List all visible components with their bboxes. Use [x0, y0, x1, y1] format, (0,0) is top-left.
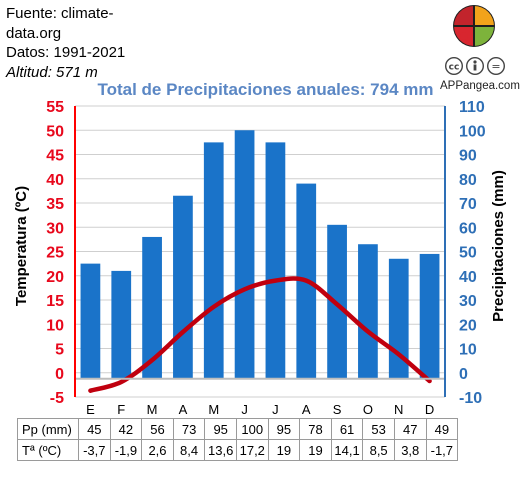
y-axis-left-label: Temperatura (ºC): [13, 186, 30, 306]
axes: [74, 106, 446, 397]
y-tick-right: 40: [459, 269, 477, 286]
period-text: Datos: 1991-2021: [6, 44, 126, 61]
table-cell: 56: [141, 418, 174, 440]
y-tick-left: 45: [46, 148, 64, 165]
precip-bar: [265, 142, 286, 379]
month-label: J: [272, 402, 279, 417]
table-cell: 73: [172, 418, 206, 440]
table-cell: 47: [393, 418, 427, 440]
table-cell: 14,1: [330, 439, 364, 461]
y-tick-right: 110: [459, 99, 485, 116]
table-cell: 42: [109, 418, 143, 440]
month-label: E: [86, 402, 95, 417]
data-table: Pp (mm) 45 42 56 73 95 100 95 78 61 53 47 49 Tª (ºC) -…: [17, 418, 459, 461]
precip-bar: [234, 130, 255, 379]
precip-bar: [358, 244, 378, 379]
precip-bar: [111, 270, 132, 379]
month-label: O: [363, 402, 373, 417]
table-cell: 17,2: [235, 439, 269, 461]
month-label: F: [117, 402, 125, 417]
table-cell: 45: [78, 418, 111, 440]
grid-lines: [75, 105, 445, 398]
table-cell: 2,6: [141, 439, 174, 461]
month-label: J: [241, 402, 248, 417]
month-label: S: [333, 402, 342, 417]
month-label: M: [208, 402, 219, 417]
y-tick-left: 20: [46, 269, 64, 286]
svg-text:cc: cc: [449, 63, 460, 73]
y-tick-left: 10: [46, 317, 64, 334]
month-label: N: [394, 402, 403, 417]
table-row: Tª (ºC) -3,7 -1,9 2,6 8,4 13,6 17,2 19 19 14,1 8,5…: [17, 439, 459, 461]
table-cell: 3,8: [393, 439, 427, 461]
month-label: A: [179, 402, 188, 417]
table-cell: 95: [267, 418, 301, 440]
y-tick-left: 35: [46, 196, 64, 213]
precip-bar: [173, 195, 193, 379]
table-row-label: Pp (mm): [17, 418, 79, 440]
temperature-line: [88, 276, 432, 393]
table-cell: 19: [267, 439, 301, 461]
y-axis-right-label: Precipitaciones (mm): [490, 170, 507, 322]
source-line-2: data.org: [6, 24, 62, 42]
table-cell: 8,5: [362, 439, 395, 461]
precip-bar: [419, 253, 440, 379]
month-label: A: [302, 402, 311, 417]
precip-bar: [203, 142, 224, 379]
month-label: D: [425, 402, 434, 417]
table-cell: 49: [425, 418, 459, 440]
table-cell: 53: [362, 418, 395, 440]
table-row: Pp (mm) 45 42 56 73 95 100 95 78 61 53 47 49: [17, 418, 459, 440]
table-cell: 95: [204, 418, 237, 440]
precip-bar: [142, 236, 162, 379]
table-cell: 61: [330, 418, 364, 440]
y-tick-right: 90: [459, 148, 477, 165]
table-cell: 8,4: [172, 439, 206, 461]
y-tick-right: 50: [459, 245, 477, 262]
month-label: M: [147, 402, 158, 417]
chart-title: Total de Precipitaciones anuales: 794 mm: [97, 80, 434, 99]
y-tick-left: 5: [55, 342, 64, 359]
table-cell: 78: [299, 418, 332, 440]
y-tick-left: 55: [46, 99, 64, 116]
y-tick-left: 40: [46, 172, 64, 189]
y-tick-left: 30: [46, 220, 64, 237]
table-cell: -1,7: [425, 439, 459, 461]
y-tick-right: 70: [459, 196, 477, 213]
y-tick-right: 10: [459, 342, 477, 359]
precipitation-bars: [80, 130, 440, 379]
y-tick-right: -10: [459, 390, 482, 407]
source-line-1: Fuente: climate-: [6, 5, 114, 22]
metadata-block: Fuente: climate- data.org Datos: 1991-20…: [6, 4, 156, 82]
table-cell: 13,6: [204, 439, 237, 461]
y-tick-left: 50: [46, 123, 64, 140]
y-tick-right: 0: [459, 366, 468, 383]
table-cell: -1,9: [109, 439, 143, 461]
precip-bar: [80, 263, 101, 379]
y-tick-left: 25: [46, 245, 64, 262]
table-cell: -3,7: [78, 439, 111, 461]
y-tick-right: 30: [459, 293, 477, 310]
y-tick-right: 20: [459, 317, 477, 334]
svg-text:=: =: [491, 60, 500, 73]
table-cell: 100: [235, 418, 269, 440]
altitude-text: Altitud: 571 m: [6, 63, 98, 81]
y-tick-left: -5: [50, 390, 64, 407]
y-tick-right: 60: [459, 220, 477, 237]
temperature-line-path: [88, 276, 432, 393]
table-row-label: Tª (ºC): [17, 439, 79, 461]
y-tick-right: 80: [459, 172, 477, 189]
y-tick-left: 0: [55, 366, 64, 383]
creative-commons-icon: cc =: [444, 56, 506, 76]
site-name: APPangea.com: [440, 80, 520, 92]
y-tick-left: 15: [46, 293, 64, 310]
puzzle-globe-icon: [453, 5, 495, 47]
table-cell: 19: [299, 439, 332, 461]
y-tick-right: 100: [459, 123, 486, 140]
